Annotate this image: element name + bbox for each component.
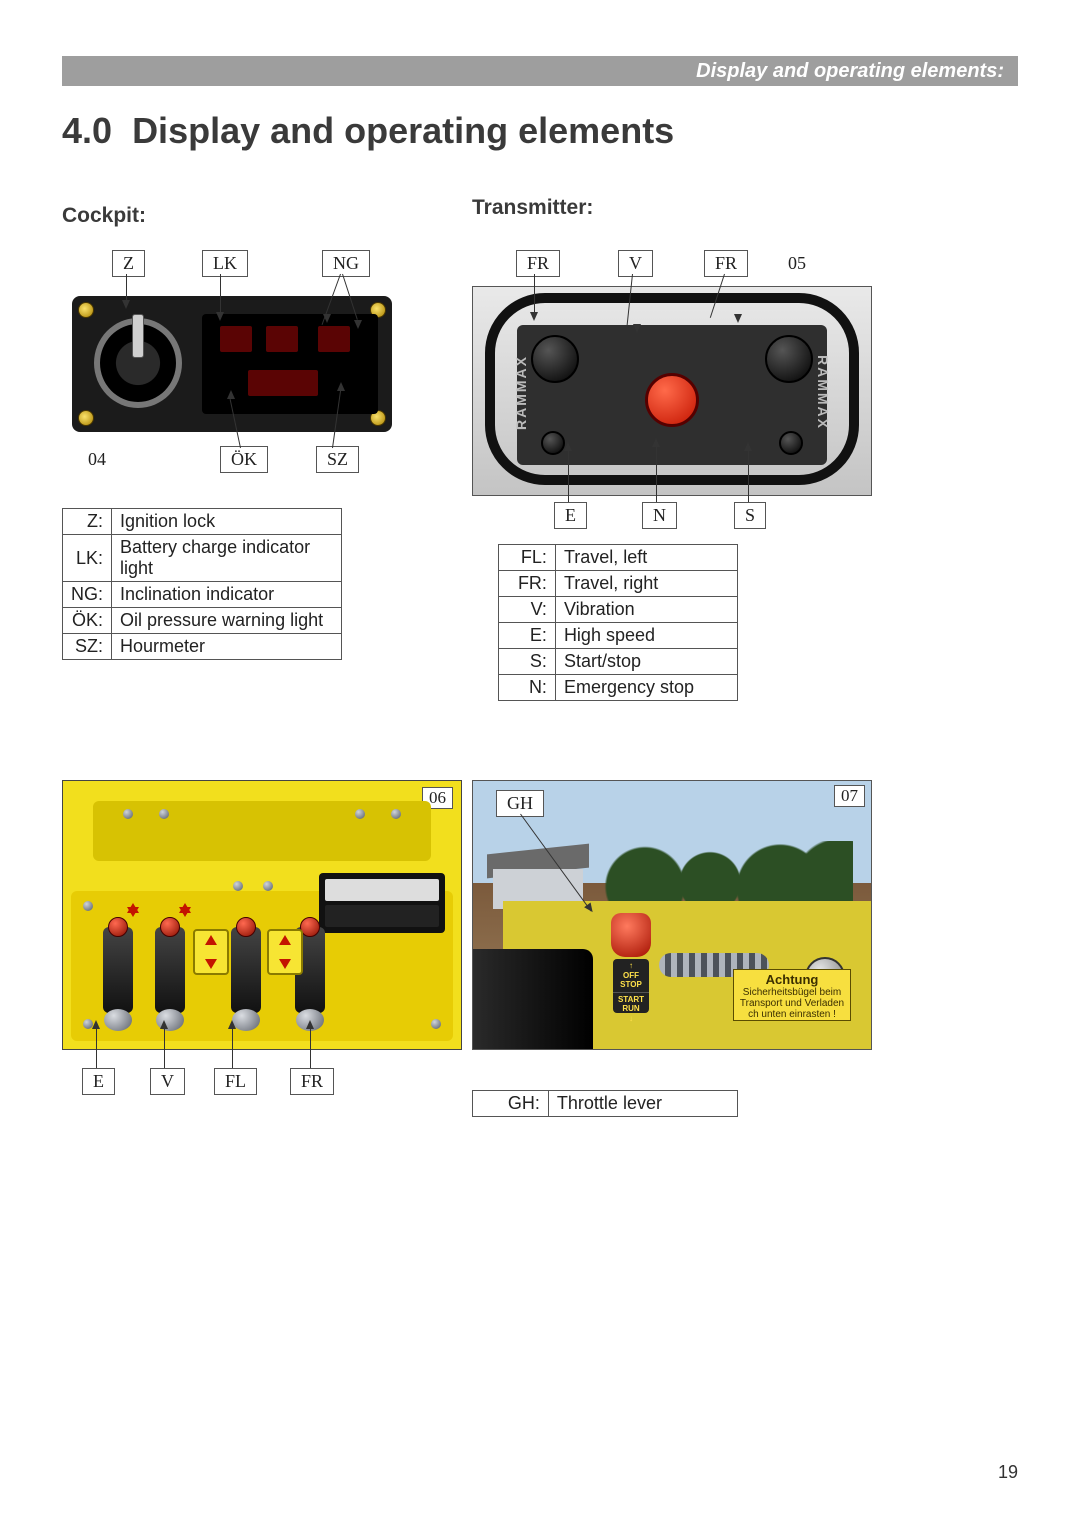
label-E-06: E — [82, 1068, 115, 1095]
table-row: S:Start/stop — [499, 649, 738, 675]
figure-07: ↑OFF STOP START RUN↓ Achtung Sicherheits… — [472, 780, 892, 1060]
indicator-display — [202, 314, 378, 414]
table-row: SZ:Hourmeter — [63, 634, 342, 660]
cap-right-icon — [779, 431, 803, 455]
table-row: E:High speed — [499, 623, 738, 649]
throttle-lever-icon — [611, 913, 651, 957]
label-N: N — [642, 502, 677, 529]
cap-left-icon — [541, 431, 565, 455]
label-FL-06: FL — [214, 1068, 257, 1095]
label-S: S — [734, 502, 766, 529]
joystick-left-icon — [531, 335, 579, 383]
fig07-legend-table: GH:Throttle lever — [472, 1090, 738, 1117]
label-FR-06: FR — [290, 1068, 334, 1095]
label-FR-left: FR — [516, 250, 560, 277]
warning-body: Sicherheitsbügel beim Transport und Verl… — [740, 987, 844, 1020]
table-row: NG:Inclination indicator — [63, 582, 342, 608]
brand-right: RAMMAX — [815, 355, 831, 430]
cockpit-subheading: Cockpit: — [62, 204, 146, 228]
transmitter-figure: FR V FR 05 RAMMAX RAMMAX E N S — [472, 250, 892, 530]
page-number: 19 — [998, 1462, 1018, 1483]
header-breadcrumb: Display and operating elements: — [62, 56, 1018, 86]
label-SZ: SZ — [316, 446, 359, 473]
warning-label: Achtung Sicherheitsbügel beim Transport … — [733, 969, 851, 1021]
table-row: LK:Battery charge indicator light — [63, 535, 342, 582]
table-row: N:Emergency stop — [499, 675, 738, 701]
warning-title: Achtung — [766, 972, 819, 987]
label-V-06: V — [150, 1068, 185, 1095]
heading-title: Display and operating elements — [132, 110, 674, 151]
figure-number-05: 05 — [788, 253, 806, 274]
label-OK: ÖK — [220, 446, 268, 473]
label-LK: LK — [202, 250, 248, 277]
control-FL-icon — [231, 927, 261, 1013]
cockpit-display-icon — [319, 873, 445, 933]
figure-06: 06 E V FL FR — [62, 780, 462, 1110]
joystick-right-icon — [765, 335, 813, 383]
cockpit-figure: Z LK NG 04 ÖK SZ — [62, 250, 402, 490]
slot-top-text: OFF STOP — [620, 971, 642, 990]
emergency-stop-icon — [645, 373, 699, 427]
control-V-icon — [155, 927, 185, 1013]
page-title: 4.0 Display and operating elements — [62, 110, 674, 152]
table-row: FL:Travel, left — [499, 545, 738, 571]
brand-left: RAMMAX — [513, 355, 529, 430]
table-row: FR:Travel, right — [499, 571, 738, 597]
figure-number-04: 04 — [88, 449, 106, 470]
header-breadcrumb-text: Display and operating elements: — [696, 60, 1004, 83]
throttle-slot: ↑OFF STOP START RUN↓ — [613, 959, 649, 1013]
ignition-lock-icon — [94, 318, 182, 408]
slot-bottom-text: START RUN — [618, 995, 644, 1014]
label-NG: NG — [322, 250, 370, 277]
transmitter-subheading: Transmitter: — [472, 196, 593, 220]
control-E-icon — [103, 927, 133, 1013]
table-row: GH:Throttle lever — [473, 1091, 738, 1117]
table-row: V:Vibration — [499, 597, 738, 623]
label-V: V — [618, 250, 653, 277]
label-E: E — [554, 502, 587, 529]
heading-number: 4.0 — [62, 110, 112, 151]
table-row: Z:Ignition lock — [63, 509, 342, 535]
transmitter-legend-table: FL:Travel, left FR:Travel, right V:Vibra… — [498, 544, 738, 701]
figure-number-07: 07 — [834, 785, 865, 807]
label-Z: Z — [112, 250, 145, 277]
cockpit-legend-table: Z:Ignition lock LK:Battery charge indica… — [62, 508, 342, 660]
label-FR-right: FR — [704, 250, 748, 277]
figure-06-image: 06 — [62, 780, 462, 1050]
figure-07-image: ↑OFF STOP START RUN↓ Achtung Sicherheits… — [472, 780, 872, 1050]
table-row: ÖK:Oil pressure warning light — [63, 608, 342, 634]
